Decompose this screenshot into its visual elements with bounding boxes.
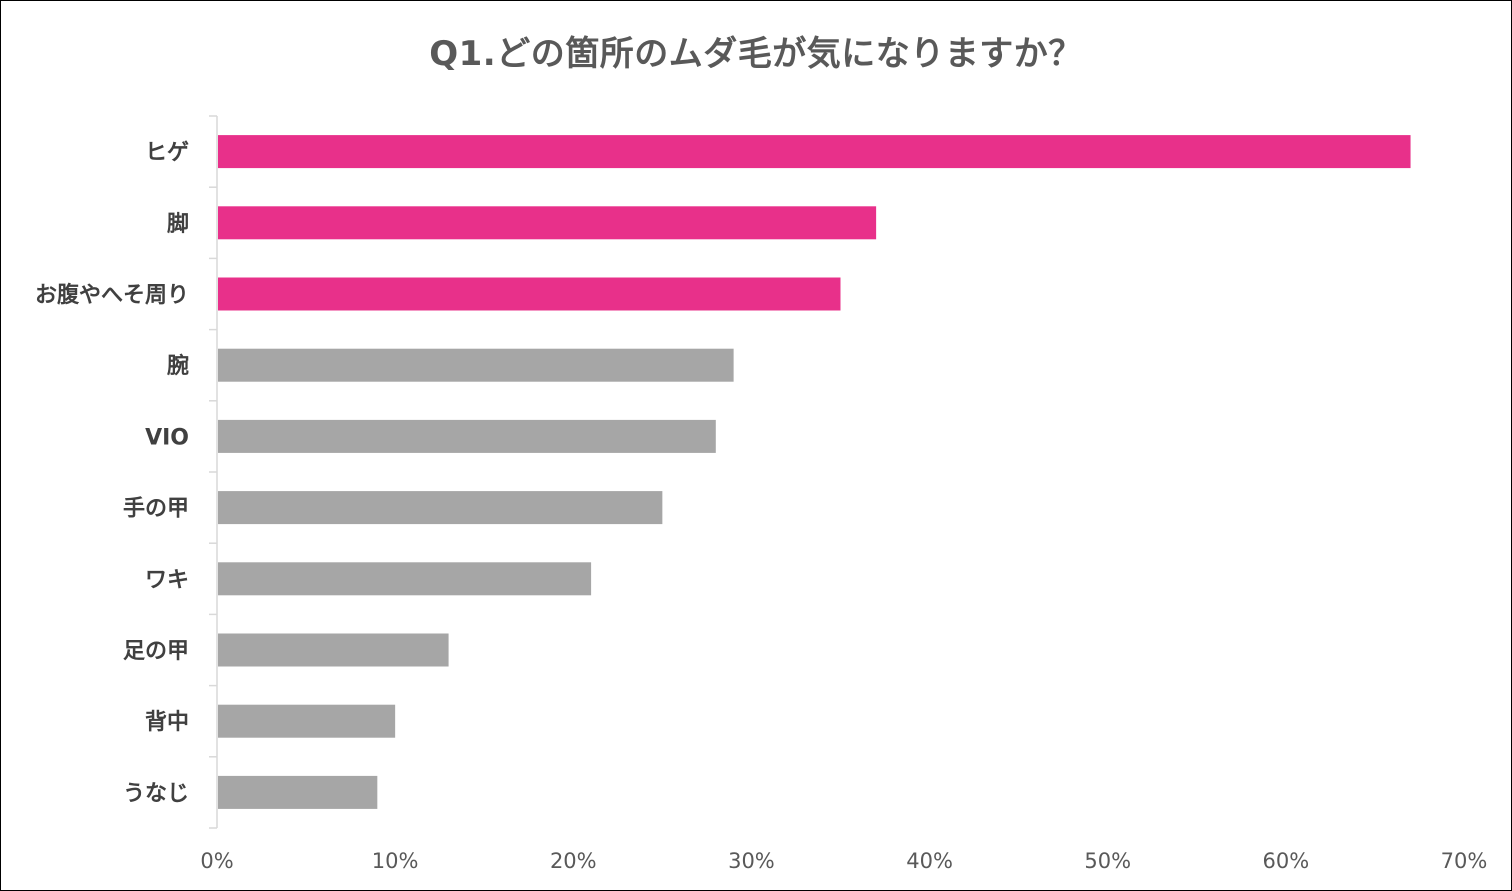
x-tick-label: 20%: [550, 849, 597, 873]
bar-10: [218, 775, 378, 809]
x-tick-label: 30%: [728, 849, 775, 873]
x-tick-label: 0%: [200, 849, 233, 873]
x-tick-label: 10%: [372, 849, 419, 873]
bar-6: [218, 491, 663, 525]
category-label: 背中: [145, 710, 189, 735]
category-label: 腕: [167, 353, 189, 379]
category-label: 手の甲: [123, 497, 189, 522]
bar-4: [218, 348, 734, 382]
x-tick-label: 60%: [1263, 849, 1310, 873]
bar-7: [218, 562, 592, 596]
category-label: 脚: [167, 212, 189, 237]
category-label: お腹やへそ周り: [35, 282, 189, 308]
bar-8: [218, 633, 449, 667]
bar-2: [218, 206, 877, 240]
bar-5: [218, 419, 716, 453]
bars-layer: [218, 135, 1411, 809]
bar-1: [218, 135, 1411, 169]
bar-3: [218, 277, 841, 311]
x-tick-label: 70%: [1441, 849, 1488, 873]
category-label: 足の甲: [123, 639, 189, 664]
category-label: ヒゲ: [145, 141, 189, 166]
category-label: VIO: [145, 425, 189, 450]
category-label: ワキ: [145, 568, 189, 593]
x-tick-label: 40%: [906, 849, 953, 873]
bar-9: [218, 704, 396, 738]
category-label: うなじ: [123, 781, 189, 806]
chart-title: Q1.どの箇所のムダ毛が気になりますか？: [429, 34, 1083, 74]
axis-layer: [209, 115, 218, 829]
x-tick-label: 50%: [1084, 849, 1131, 873]
